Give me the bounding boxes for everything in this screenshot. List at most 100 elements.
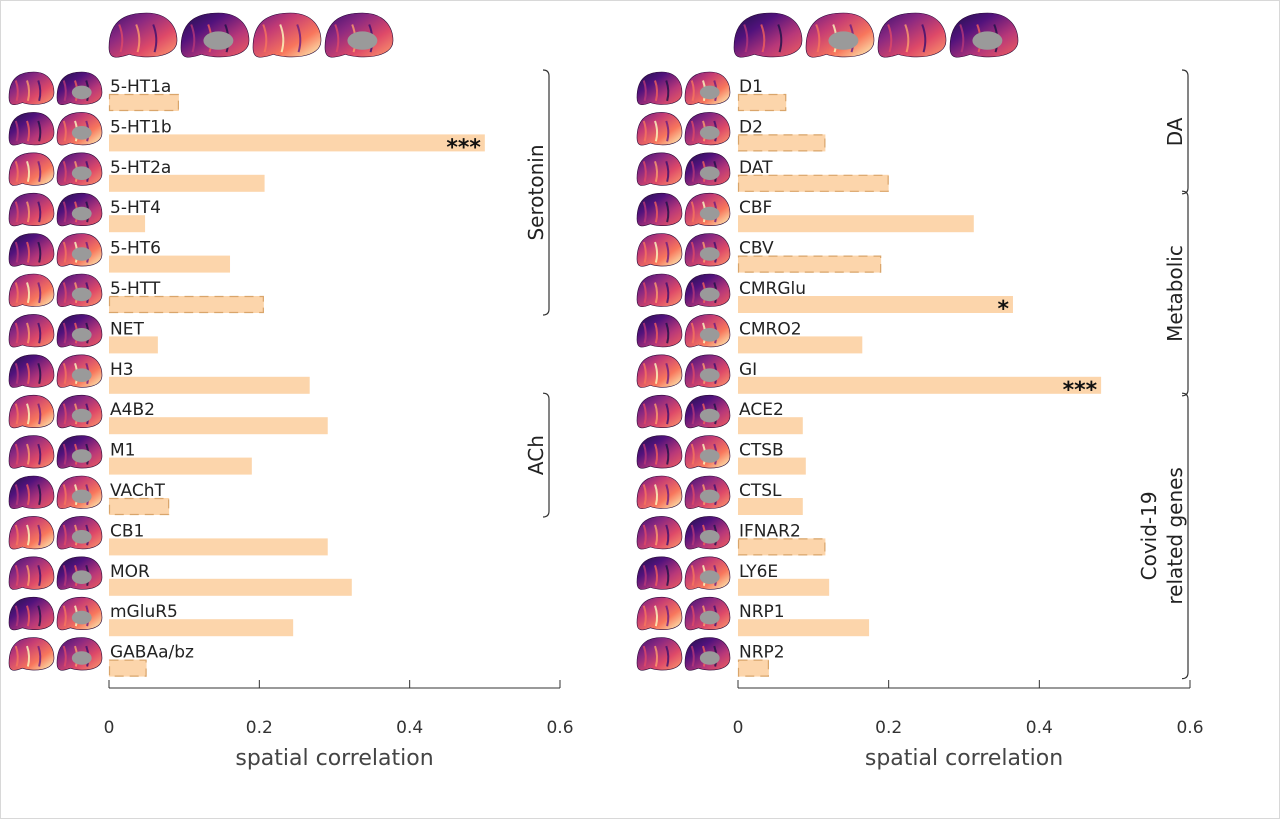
brain-sulcus [26,201,31,223]
brain-medial-icon [56,475,103,510]
bar [109,174,265,192]
bar-row: 5-HT1a [8,71,180,112]
bar-label: D2 [739,117,763,137]
brain-sulcus [14,282,19,304]
bar-label: CB1 [110,521,144,541]
bar [109,296,264,313]
bar-row: 5-HT6 [8,233,231,273]
brain-medial-icon [56,273,103,308]
bar-row: CBF [636,192,974,233]
brain-sulcus [921,24,927,53]
brain-medial-wall [699,651,720,665]
bar [738,174,889,192]
bracket-line [1181,69,1189,195]
bar-dashed-outline [737,93,787,112]
brain-surface [8,637,55,671]
bar [738,417,803,435]
brain-medial-wall [71,570,92,584]
x-tick-label: 0 [104,718,115,738]
brain-lateral-icon [8,192,55,227]
brain-medial-wall [699,449,720,463]
brain-lateral-icon [8,233,55,267]
bar [738,376,1102,394]
brain-sulcus [690,201,695,223]
brain-lateral-icon [636,516,683,550]
significance-marker: *** [1063,378,1098,403]
group-bracket: Metabolic [1163,190,1189,397]
brain-sulcus [62,282,67,304]
x-axis-title: spatial correlation [235,746,433,771]
bar-row: 5-HT4 [8,192,161,233]
bar-row: D2 [636,112,826,152]
brain-medial-icon [684,314,731,348]
brain-sulcus [665,443,670,465]
brain-sulcus [62,605,67,627]
brain-medial-wall [699,408,720,423]
brain-sulcus [26,443,31,465]
brain-surface [8,112,55,146]
brain-sulcus [118,24,124,53]
brain-sulcus [665,282,670,304]
bracket-line [1181,392,1189,680]
brain-surface [8,394,55,429]
brain-medial-wall [71,287,92,302]
bar-row: M1 [8,435,252,475]
brain-medial-icon [684,475,731,510]
brain-medial-icon [56,556,103,590]
brain-sulcus [665,605,670,627]
brain-medial-icon [324,12,394,58]
chart-panel-2: D1 D2 DAT CBF CBV CMRGlu * CMRO2 GI *** ACE2 CTSB CT… [636,12,1204,771]
bar-label: NRP2 [739,643,785,663]
group-label: Metabolic [1163,245,1187,342]
brain-sulcus [26,362,31,384]
brain-sulcus [37,201,42,223]
brain-sulcus [642,564,647,586]
bar-label: GABAa/bz [110,643,194,663]
brain-sulcus [14,524,19,546]
brain-sulcus [62,120,67,142]
brain-sulcus [690,443,695,465]
brain-medial-wall [699,206,720,221]
brain-medial-icon [684,596,731,631]
brain-medial-wall [699,166,720,180]
brain-sulcus [642,282,647,304]
brain-sulcus [642,120,647,142]
brain-sulcus [642,403,647,425]
brain-medial-icon [684,435,731,469]
brain-medial-wall [699,126,720,140]
brain-medial-wall [71,651,92,665]
brain-medial-icon [684,637,731,671]
bar-row: CB1 [8,516,328,556]
brain-medial-icon [56,637,103,671]
x-tick-label: 0.4 [396,718,423,738]
brain-surface [636,516,683,550]
brain-sulcus [743,24,749,53]
brain-lateral-icon [108,12,178,58]
brain-sulcus [62,443,67,465]
brain-sulcus [62,160,67,182]
brain-lateral-icon [8,637,55,671]
bar [738,215,974,233]
bar-row: CTSL [636,475,803,515]
bar-row: NRP2 [636,637,785,677]
brain-medial-wall [203,31,234,50]
brain-sulcus [654,403,659,425]
bar-label: GI [739,360,757,380]
brain-surface [8,152,55,186]
brain-medial-icon [684,556,731,590]
bracket-line [542,69,550,316]
brain-sulcus [665,362,670,384]
brain-lateral-icon [8,475,55,510]
bar [738,498,803,515]
x-axis-title: spatial correlation [865,746,1063,771]
bar-row: 5-HT2a [8,152,265,192]
brain-medial-wall [71,408,92,423]
brain-medial-icon [684,152,731,186]
brain-sulcus [14,322,19,344]
brain-sulcus [37,362,42,384]
brain-sulcus [37,120,42,142]
bar-dashed-outline [737,174,889,192]
bar-label: ACE2 [739,400,784,420]
